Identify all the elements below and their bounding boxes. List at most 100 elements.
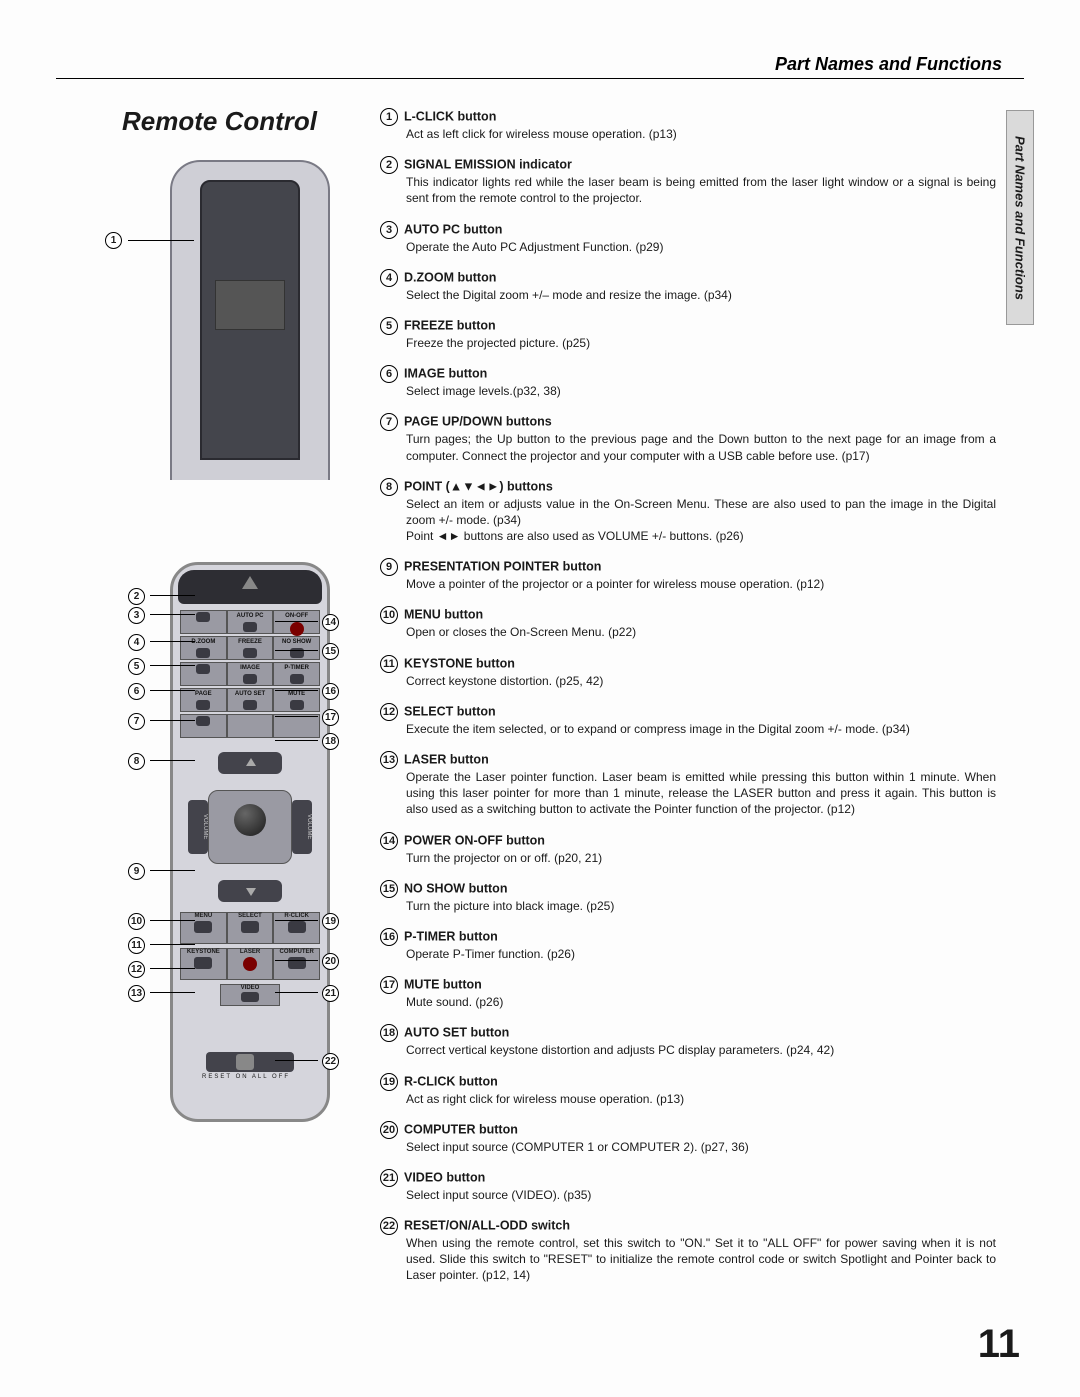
- page-number: 11: [978, 1322, 1020, 1367]
- callout-4: 4: [128, 632, 145, 651]
- item-number: 5: [380, 317, 398, 335]
- item-number: 1: [380, 108, 398, 126]
- definitions-list: 1L-CLICK buttonAct as left click for wir…: [380, 108, 996, 1298]
- callout-16: 16: [322, 681, 339, 700]
- item-number: 6: [380, 365, 398, 383]
- item-desc: Select image levels.(p32, 38): [406, 383, 996, 399]
- item-desc: Turn pages; the Up button to the previou…: [406, 431, 996, 463]
- item-name: SELECT button: [404, 704, 496, 718]
- callout-14: 14: [322, 612, 339, 631]
- definition-item: 20COMPUTER buttonSelect input source (CO…: [380, 1121, 996, 1155]
- item-desc: Operate the Auto PC Adjustment Function.…: [406, 239, 996, 255]
- definition-item: 9PRESENTATION POINTER buttonMove a point…: [380, 558, 996, 592]
- callout-1: 1: [105, 232, 122, 249]
- remote-slide-label: RESET ON ALL OFF: [202, 1074, 290, 1080]
- item-name: MENU button: [404, 608, 483, 622]
- item-number: 21: [380, 1169, 398, 1187]
- item-name: POINT (▲▼◄►) buttons: [404, 479, 553, 493]
- item-name: VIDEO button: [404, 1170, 485, 1184]
- callout-17: 17: [322, 707, 339, 726]
- item-desc: Freeze the projected picture. (p25): [406, 335, 996, 351]
- item-number: 18: [380, 1024, 398, 1042]
- item-desc: Execute the item selected, or to expand …: [406, 721, 996, 737]
- callout-15: 15: [322, 641, 339, 660]
- item-desc: Correct keystone distortion. (p25, 42): [406, 673, 996, 689]
- definition-item: 16P-TIMER buttonOperate P-Timer function…: [380, 928, 996, 962]
- remote-button-grid: AUTO PC ON-OFF D.ZOOM FREEZE NO SHOW IMA…: [180, 610, 320, 740]
- item-number: 20: [380, 1121, 398, 1139]
- item-desc: When using the remote control, set this …: [406, 1235, 996, 1284]
- item-number: 9: [380, 558, 398, 576]
- callout-6: 6: [128, 681, 145, 700]
- remote-top-illustration: 1: [130, 150, 345, 485]
- item-number: 14: [380, 832, 398, 850]
- callout-11: 11: [128, 935, 145, 954]
- callout-7: 7: [128, 711, 145, 730]
- callout-10: 10: [128, 911, 145, 930]
- definition-item: 1L-CLICK buttonAct as left click for wir…: [380, 108, 996, 142]
- definition-item: 10 MENU button Open or closes the On-Scree…: [380, 606, 996, 640]
- callout-22: 22: [322, 1051, 339, 1070]
- callout-20: 20: [322, 951, 339, 970]
- callout-18: 18: [322, 731, 339, 750]
- remote-row-menu: MENU SELECT R-CLICK: [180, 912, 320, 944]
- item-desc: Operate P-Timer function. (p26): [406, 946, 996, 962]
- item-name: PAGE UP/DOWN buttons: [404, 415, 552, 429]
- callout-19: 19: [322, 911, 339, 930]
- callout-21: 21: [322, 983, 339, 1002]
- item-desc: Turn the picture into black image. (p25): [406, 898, 996, 914]
- section-header: Part Names and Functions: [775, 54, 1002, 75]
- item-name: FREEZE button: [404, 318, 496, 332]
- item-desc: Turn the projector on or off. (p20, 21): [406, 850, 996, 866]
- item-name: LASER button: [404, 752, 489, 766]
- item-name: SIGNAL EMISSION indicator: [404, 157, 572, 171]
- item-number: 15: [380, 880, 398, 898]
- top-rule: [56, 78, 1024, 79]
- item-number: 10: [380, 606, 398, 624]
- page-title: Remote Control: [122, 106, 317, 137]
- callout-9: 9: [128, 861, 145, 880]
- definition-item: 13 LASER button Operate the Laser pointer …: [380, 751, 996, 818]
- item-desc: Operate the Laser pointer function. Lase…: [406, 769, 996, 818]
- definition-item: 14POWER ON-OFF buttonTurn the projector …: [380, 832, 996, 866]
- item-desc: Act as left click for wireless mouse ope…: [406, 126, 996, 142]
- item-desc: Select input source (VIDEO). (p35): [406, 1187, 996, 1203]
- item-name: R-CLICK button: [404, 1074, 498, 1088]
- remote-video-cell: VIDEO: [220, 984, 280, 1010]
- item-desc: Correct vertical keystone distortion and…: [406, 1042, 996, 1058]
- definition-item: 2SIGNAL EMISSION indicatorThis indicator…: [380, 156, 996, 206]
- definition-item: 4D.ZOOM buttonSelect the Digital zoom +/…: [380, 269, 996, 303]
- item-number: 4: [380, 269, 398, 287]
- definition-item: 22RESET/ON/ALL-ODD switchWhen using the …: [380, 1217, 996, 1284]
- item-number: 8: [380, 478, 398, 496]
- side-tab-label: Part Names and Functions: [1013, 136, 1028, 300]
- item-name: NO SHOW button: [404, 881, 507, 895]
- item-desc: Act as right click for wireless mouse op…: [406, 1091, 996, 1107]
- remote-row-keystone: KEYSTONE LASER COMPUTER: [180, 948, 320, 980]
- item-name: IMAGE button: [404, 366, 487, 380]
- item-desc: Open or closes the On-Screen Menu. (p22): [406, 624, 996, 640]
- definition-item: 19 R-CLICK button Act as right click for w…: [380, 1073, 996, 1107]
- item-number: 19: [380, 1073, 398, 1091]
- definition-item: 18AUTO SET buttonCorrect vertical keysto…: [380, 1024, 996, 1058]
- definition-item: 3AUTO PC buttonOperate the Auto PC Adjus…: [380, 221, 996, 255]
- callout-2: 2: [128, 586, 145, 605]
- callout-13: 13: [128, 983, 145, 1002]
- callout-5: 5: [128, 656, 145, 675]
- callout-12: 12: [128, 959, 145, 978]
- item-desc: Select input source (COMPUTER 1 or COMPU…: [406, 1139, 996, 1155]
- item-name: RESET/ON/ALL-ODD switch: [404, 1218, 570, 1232]
- definition-item: 17MUTE buttonMute sound. (p26): [380, 976, 996, 1010]
- definition-item: 8 POINT (▲▼◄►) buttons Select an item or a…: [380, 478, 996, 545]
- side-tab: Part Names and Functions: [1006, 110, 1034, 325]
- definition-item: 7 PAGE UP/DOWN buttons Turn pages; the Up …: [380, 413, 996, 463]
- definition-item: 21 VIDEO button Select input source (VIDEO…: [380, 1169, 996, 1203]
- item-number: 7: [380, 413, 398, 431]
- item-name: MUTE button: [404, 977, 482, 991]
- item-desc: Move a pointer of the projector or a poi…: [406, 576, 996, 592]
- definition-item: 6 IMAGE button Select image levels.(p32, 3…: [380, 365, 996, 399]
- item-desc: Mute sound. (p26): [406, 994, 996, 1010]
- item-number: 13: [380, 751, 398, 769]
- item-name: P-TIMER button: [404, 929, 498, 943]
- item-desc: Select an item or adjusts value in the O…: [406, 496, 996, 545]
